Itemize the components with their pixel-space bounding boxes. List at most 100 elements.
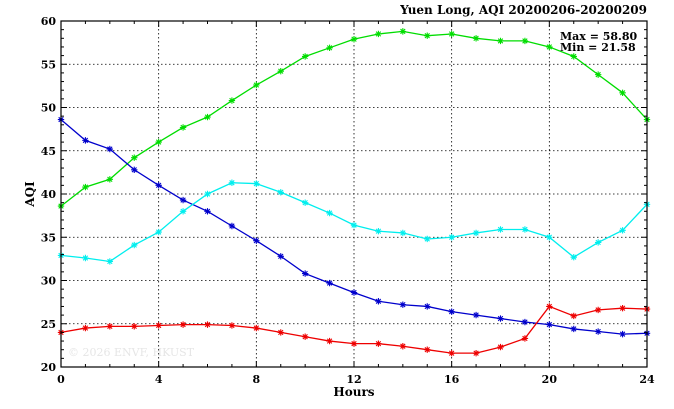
data-point <box>179 321 187 328</box>
data-point <box>82 137 89 144</box>
data-point <box>448 308 455 315</box>
data-point <box>521 37 529 45</box>
data-point <box>570 312 577 320</box>
data-point <box>277 253 284 260</box>
y-tick-label: 60 <box>41 15 57 28</box>
data-point <box>301 270 309 277</box>
y-tick-label: 50 <box>41 102 57 115</box>
data-point <box>594 71 602 78</box>
data-point <box>497 226 504 233</box>
data-point <box>326 337 333 345</box>
x-tick-label: 4 <box>155 373 163 386</box>
data-point <box>228 222 236 230</box>
data-point <box>399 229 407 237</box>
data-point <box>253 180 260 187</box>
data-point <box>82 324 89 332</box>
data-point <box>131 154 138 161</box>
series-3 <box>57 303 651 357</box>
data-point <box>399 343 407 350</box>
data-point <box>497 343 504 351</box>
y-tick-label: 25 <box>41 318 56 331</box>
data-point <box>277 189 284 196</box>
data-point <box>228 97 236 104</box>
data-point <box>546 43 553 51</box>
x-tick-label: 20 <box>542 373 558 386</box>
data-point <box>106 258 114 265</box>
x-tick-label: 16 <box>444 373 460 386</box>
x-tick-label: 24 <box>639 373 655 386</box>
tick-labels: 0 4 8 12 16 20 24 20 25 30 35 40 45 50 55 60 <box>41 15 655 386</box>
data-point <box>448 30 455 38</box>
y-tick-label: 35 <box>41 231 56 244</box>
data-point <box>375 340 382 347</box>
data-point <box>546 303 553 310</box>
data-point <box>424 235 431 243</box>
data-point <box>399 301 407 308</box>
series-0 <box>57 28 651 210</box>
data-point <box>546 234 553 241</box>
watermark: © 2026 ENVF, HKUST <box>68 346 195 359</box>
data-point <box>131 323 138 330</box>
data-point <box>155 228 162 236</box>
y-tick-label: 55 <box>41 58 56 71</box>
data-point <box>399 28 407 35</box>
data-point <box>497 37 504 45</box>
y-tick-label: 20 <box>41 361 57 374</box>
data-point <box>228 322 236 329</box>
data-point <box>375 227 382 235</box>
data-point <box>521 226 529 233</box>
data-point <box>448 234 455 241</box>
data-point <box>424 346 431 353</box>
data-point <box>350 35 358 43</box>
max-value-label: Max = 58.80 <box>560 30 638 43</box>
x-axis-label: Hours <box>333 385 374 399</box>
y-tick-label: 30 <box>41 275 57 288</box>
data-point <box>179 196 187 204</box>
data-point <box>472 311 480 319</box>
data-point <box>472 229 480 237</box>
data-point <box>326 279 333 287</box>
data-point <box>253 237 260 244</box>
data-point <box>594 306 602 314</box>
x-tick-label: 12 <box>346 373 361 386</box>
data-point <box>228 179 236 186</box>
data-point <box>570 325 577 333</box>
series-2 <box>57 179 651 265</box>
data-point <box>131 241 138 249</box>
data-point <box>179 124 187 131</box>
data-point <box>326 209 333 217</box>
x-tick-label: 0 <box>57 373 65 386</box>
y-axis-label: AQI <box>23 181 37 208</box>
data-point <box>570 253 577 261</box>
data-point <box>497 315 504 322</box>
data-point <box>155 182 162 189</box>
min-value-label: Min = 21.58 <box>560 41 636 54</box>
data-point <box>521 318 529 326</box>
data-point <box>594 239 602 246</box>
series-1 <box>57 116 651 338</box>
y-tick-label: 45 <box>41 145 56 158</box>
data-point <box>131 166 138 173</box>
data-point <box>472 35 480 42</box>
data-point <box>521 335 529 342</box>
data-point <box>204 190 211 198</box>
x-tick-label: 8 <box>253 373 261 386</box>
data-point <box>253 81 260 89</box>
tick-marks <box>60 20 648 368</box>
data-point <box>204 113 211 121</box>
data-point <box>619 89 626 96</box>
chart-title: Yuen Long, AQI 20200206-20200209 <box>399 3 647 17</box>
data-point <box>326 44 333 52</box>
data-point <box>179 208 187 215</box>
data-point <box>350 340 358 347</box>
data-point <box>472 349 480 357</box>
data-point <box>301 333 309 340</box>
data-point <box>155 322 162 329</box>
data-point <box>619 330 626 338</box>
data-point <box>106 323 114 330</box>
data-point <box>253 324 260 332</box>
data-point <box>594 328 602 335</box>
series-group <box>57 28 651 357</box>
data-point <box>106 145 114 153</box>
